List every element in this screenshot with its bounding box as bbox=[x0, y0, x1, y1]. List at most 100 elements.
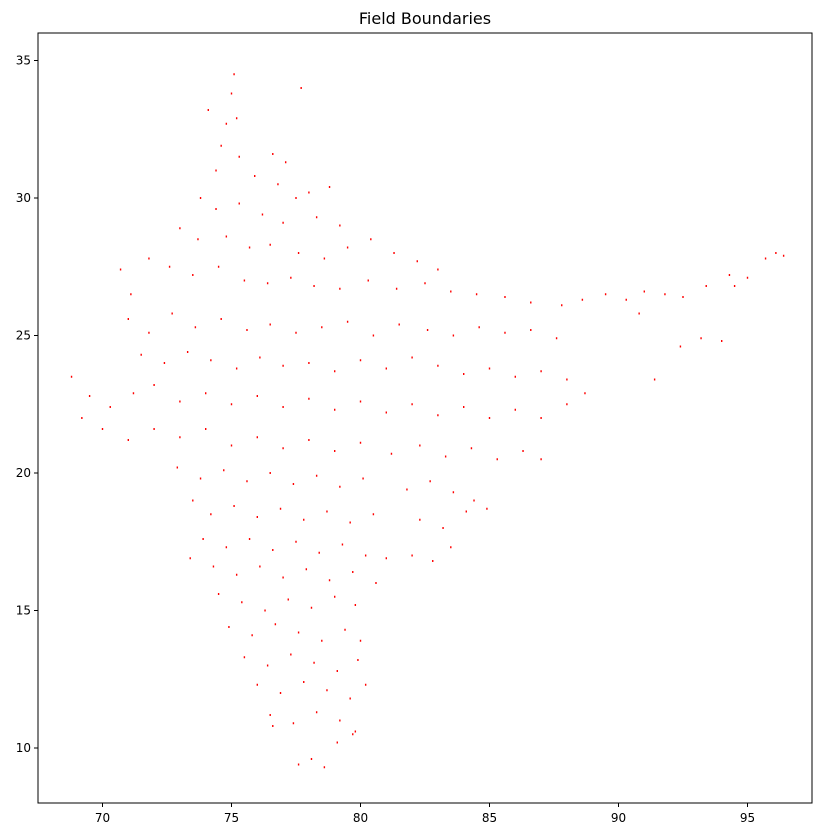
field-marker bbox=[297, 631, 300, 634]
field-marker bbox=[256, 516, 258, 518]
field-marker bbox=[246, 329, 248, 331]
field-marker bbox=[746, 276, 749, 279]
field-marker bbox=[315, 216, 318, 219]
field-marker bbox=[235, 573, 238, 576]
field-marker bbox=[171, 312, 173, 315]
field-marker bbox=[395, 287, 398, 290]
field-marker bbox=[359, 359, 362, 362]
field-marker bbox=[354, 604, 357, 606]
field-marker bbox=[310, 606, 313, 609]
field-marker bbox=[432, 560, 434, 562]
field-marker bbox=[300, 87, 302, 89]
field-marker bbox=[334, 595, 336, 598]
field-marker bbox=[243, 279, 246, 282]
field-marker bbox=[284, 161, 287, 164]
field-marker bbox=[581, 298, 584, 301]
field-marker bbox=[205, 428, 207, 430]
field-marker bbox=[197, 238, 199, 241]
field-marker bbox=[256, 436, 258, 439]
field-marker bbox=[148, 331, 150, 334]
field-marker bbox=[775, 252, 777, 254]
field-marker bbox=[339, 485, 341, 488]
field-marker bbox=[148, 257, 150, 260]
field-marker bbox=[308, 439, 310, 441]
field-marker bbox=[81, 417, 83, 419]
field-marker bbox=[297, 252, 300, 254]
field-marker bbox=[210, 513, 212, 516]
field-marker bbox=[303, 518, 305, 521]
field-marker bbox=[272, 549, 274, 551]
field-marker bbox=[452, 491, 455, 494]
field-marker bbox=[336, 670, 338, 672]
field-marker bbox=[269, 472, 271, 474]
field-marker bbox=[341, 543, 344, 546]
field-marker bbox=[127, 439, 129, 441]
field-marker bbox=[604, 293, 607, 296]
field-marker bbox=[153, 428, 155, 430]
x-tick-label: 85 bbox=[482, 811, 497, 825]
field-marker bbox=[308, 397, 310, 400]
field-marker bbox=[228, 626, 230, 628]
field-marker bbox=[192, 274, 194, 276]
field-marker bbox=[290, 653, 292, 656]
field-boundary-markers bbox=[70, 73, 785, 769]
field-marker bbox=[313, 285, 315, 287]
field-marker bbox=[199, 477, 202, 480]
field-marker bbox=[530, 301, 532, 304]
x-axis: 70 75 80 85 90 95 bbox=[95, 803, 755, 825]
field-marker bbox=[235, 117, 238, 120]
field-marker bbox=[235, 367, 238, 370]
field-marker bbox=[349, 697, 351, 700]
field-marker bbox=[638, 312, 640, 315]
field-marker bbox=[419, 444, 421, 447]
field-marker bbox=[153, 384, 155, 386]
field-marker bbox=[277, 183, 279, 186]
y-tick-label: 15 bbox=[16, 604, 31, 618]
field-marker bbox=[406, 488, 408, 491]
field-marker bbox=[292, 722, 295, 725]
field-marker bbox=[566, 378, 568, 381]
field-marker bbox=[233, 505, 235, 507]
field-marker bbox=[225, 546, 228, 549]
field-marker bbox=[764, 257, 767, 260]
field-marker bbox=[346, 320, 349, 323]
field-marker bbox=[429, 480, 431, 483]
field-marker bbox=[424, 282, 426, 285]
field-marker bbox=[199, 197, 202, 199]
field-marker bbox=[504, 296, 506, 298]
field-marker bbox=[292, 483, 295, 485]
field-marker bbox=[700, 337, 702, 340]
field-marker bbox=[782, 254, 785, 257]
field-marker bbox=[225, 235, 228, 238]
field-marker bbox=[246, 480, 248, 483]
field-marker bbox=[393, 252, 395, 254]
field-marker bbox=[328, 579, 331, 582]
field-marker bbox=[238, 202, 240, 205]
field-marker bbox=[220, 144, 222, 147]
field-marker bbox=[372, 334, 375, 337]
field-marker bbox=[132, 392, 135, 395]
field-marker bbox=[359, 639, 362, 642]
field-marker bbox=[119, 268, 122, 271]
field-marker bbox=[186, 351, 189, 353]
field-marker bbox=[540, 417, 542, 419]
y-tick-label: 30 bbox=[16, 191, 31, 205]
field-marker bbox=[357, 659, 359, 661]
field-marker bbox=[359, 441, 362, 444]
field-marker bbox=[465, 510, 467, 513]
field-marker bbox=[437, 364, 439, 367]
field-marker bbox=[349, 521, 351, 524]
field-marker bbox=[364, 554, 367, 557]
field-marker bbox=[370, 238, 372, 241]
field-marker bbox=[168, 265, 171, 268]
field-marker bbox=[230, 444, 233, 447]
field-marker bbox=[540, 458, 542, 461]
x-tick-label: 75 bbox=[224, 811, 239, 825]
field-marker bbox=[625, 298, 627, 301]
field-marker bbox=[318, 551, 320, 554]
field-marker bbox=[305, 568, 308, 571]
field-marker bbox=[140, 353, 142, 356]
field-marker bbox=[584, 392, 586, 395]
field-marker bbox=[488, 367, 491, 370]
